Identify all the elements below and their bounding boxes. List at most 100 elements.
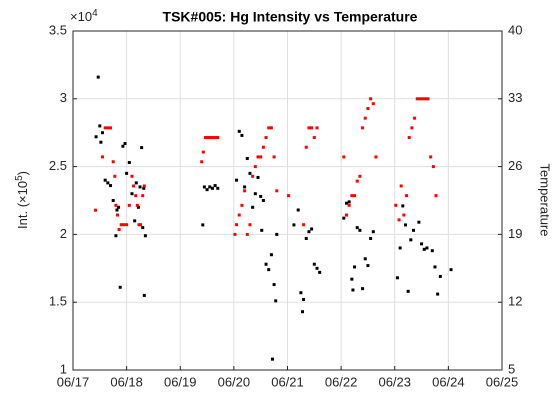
point xyxy=(253,165,257,169)
point xyxy=(353,265,357,269)
point xyxy=(420,242,424,246)
point xyxy=(240,133,244,137)
point xyxy=(304,236,308,240)
point xyxy=(318,270,322,274)
point xyxy=(366,264,370,268)
point xyxy=(426,97,430,101)
x-tick-label: 06/18 xyxy=(110,374,143,389)
point xyxy=(253,192,257,196)
y2-tick-label: 33 xyxy=(508,90,522,105)
point xyxy=(347,203,351,207)
point xyxy=(259,194,263,198)
point xyxy=(355,179,359,183)
point xyxy=(103,178,107,182)
point xyxy=(425,246,429,250)
y-label-suffix: ) xyxy=(15,171,30,175)
point xyxy=(201,223,205,227)
y-tick-label: 2 xyxy=(60,226,67,241)
point xyxy=(342,155,346,159)
point xyxy=(299,291,303,295)
point xyxy=(100,155,104,159)
point xyxy=(422,247,426,251)
point xyxy=(415,97,419,101)
point xyxy=(261,199,265,202)
point xyxy=(307,230,311,234)
y-label-power: 5 xyxy=(14,175,25,181)
point xyxy=(302,223,306,227)
point xyxy=(429,155,433,159)
point xyxy=(213,136,217,140)
x-tick-label: 06/21 xyxy=(271,374,304,389)
point xyxy=(371,230,375,234)
point xyxy=(350,194,354,198)
point xyxy=(213,184,217,188)
point xyxy=(342,216,346,220)
point xyxy=(431,165,435,169)
point xyxy=(123,142,127,146)
point xyxy=(202,185,206,189)
point xyxy=(96,75,100,79)
point xyxy=(344,201,348,205)
point xyxy=(401,204,405,208)
point xyxy=(363,116,367,120)
point xyxy=(272,155,276,159)
point xyxy=(355,226,359,230)
point xyxy=(267,126,271,130)
point xyxy=(405,194,409,198)
point xyxy=(117,205,121,209)
point xyxy=(116,213,120,217)
y-tick-label: 3.5 xyxy=(49,22,67,37)
point xyxy=(135,203,139,207)
point xyxy=(208,185,212,189)
y2-tick-label: 40 xyxy=(508,22,522,37)
point xyxy=(94,135,98,139)
point xyxy=(138,185,142,189)
point xyxy=(369,97,373,101)
point xyxy=(233,232,237,236)
y-axis-label: Int. (×105) xyxy=(14,171,31,229)
point xyxy=(395,276,399,280)
point xyxy=(312,136,316,140)
x-tick-label: 06/20 xyxy=(218,374,251,389)
point xyxy=(436,292,440,296)
point xyxy=(248,171,252,175)
point xyxy=(264,262,268,266)
point xyxy=(353,194,357,198)
point xyxy=(403,223,407,227)
point xyxy=(418,97,422,101)
point xyxy=(307,126,311,130)
point xyxy=(366,106,370,110)
x-tick-label: 06/19 xyxy=(164,374,197,389)
point xyxy=(274,299,278,303)
point xyxy=(140,146,144,150)
point xyxy=(125,171,129,175)
point xyxy=(438,274,442,278)
point xyxy=(122,223,126,227)
point xyxy=(363,257,367,261)
y2-tick-label: 12 xyxy=(508,294,522,309)
point xyxy=(114,234,118,238)
point xyxy=(269,253,273,257)
point xyxy=(394,203,398,207)
point xyxy=(361,126,365,130)
point xyxy=(240,203,244,207)
point xyxy=(248,223,252,227)
point xyxy=(361,287,365,291)
point xyxy=(109,184,113,188)
point xyxy=(344,213,348,217)
y-exponent-power: 4 xyxy=(92,8,98,19)
point xyxy=(406,289,410,293)
point xyxy=(260,228,264,232)
point xyxy=(423,97,427,101)
point xyxy=(139,223,143,227)
point xyxy=(235,178,239,182)
point xyxy=(399,184,403,188)
point xyxy=(203,136,207,140)
point xyxy=(350,277,354,281)
point xyxy=(127,161,131,165)
point xyxy=(256,155,260,159)
point xyxy=(115,208,119,212)
point xyxy=(141,226,145,230)
point xyxy=(371,102,375,106)
